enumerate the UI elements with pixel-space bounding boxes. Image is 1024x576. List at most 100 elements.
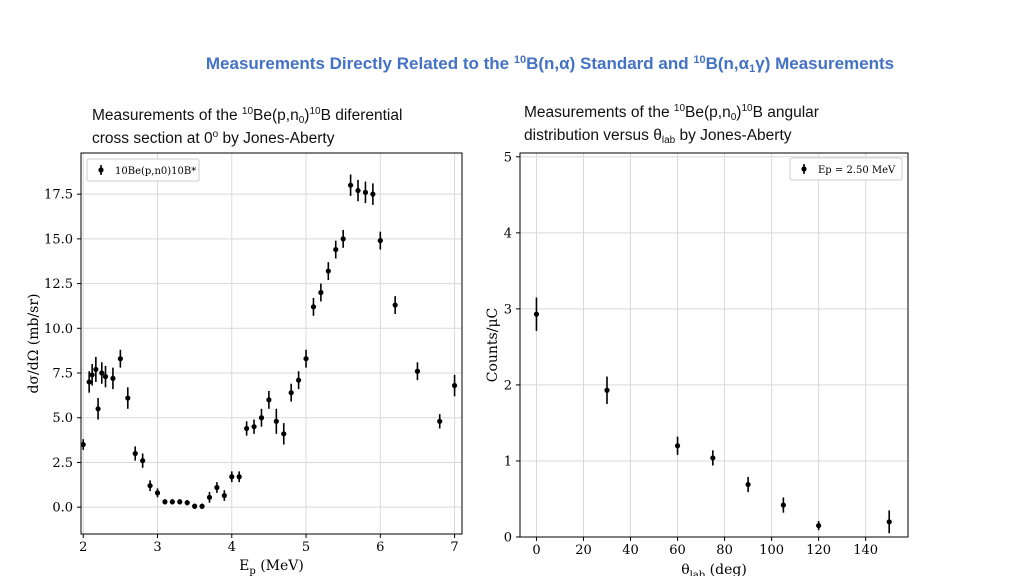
x-tick-label: 140	[853, 543, 878, 558]
legend-box	[86, 158, 200, 182]
legend-box	[789, 157, 903, 181]
y-tick-label: 15.0	[44, 232, 73, 247]
data-point	[184, 500, 190, 506]
data-point	[229, 474, 235, 480]
data-point	[303, 356, 309, 362]
data-point	[214, 484, 220, 491]
data-point	[377, 238, 383, 244]
data-point	[325, 268, 331, 274]
y-tick-label: 2.5	[52, 456, 73, 471]
data-point	[288, 390, 294, 396]
caption-left: Measurements of the 10Be(p,n0)10B difere…	[92, 106, 403, 148]
data-point	[310, 304, 317, 310]
x-tick-label: 4	[228, 540, 236, 555]
caption-right: Measurements of the 10Be(p,n0)10B angula…	[524, 103, 819, 146]
chart-2: 0 20 40 60 80 100 120 140 0 1 2 3 4 5 Ep = 2.50 MeV Cou…	[485, 150, 909, 558]
data-point	[347, 182, 354, 188]
data-point	[110, 375, 116, 381]
x-tick-label: 120	[806, 543, 831, 558]
slide-title: Measurements Directly Related to the 10B…	[205, 54, 895, 75]
x-tick-label: 20	[575, 543, 592, 558]
x-tick-label: 5	[302, 540, 310, 555]
legend-label: 10Be(p,n0)10B*	[115, 166, 196, 177]
legend-marker	[801, 166, 807, 172]
data-point	[258, 415, 265, 421]
plot-frame	[80, 152, 463, 535]
data-point	[93, 366, 99, 373]
chart-1: 2 3 4 5 6 7 0.0 2.5 5.0 7.5 10.0 12.5 15.0 17.5 10Be(p…	[26, 152, 463, 555]
data-point	[886, 519, 892, 525]
legend-label: Ep = 2.50 MeV	[818, 165, 896, 176]
data-point	[362, 189, 369, 195]
x-tick-label: 6	[376, 540, 384, 555]
data-point	[86, 379, 92, 385]
data-point	[192, 503, 198, 509]
data-point	[132, 450, 138, 457]
data-point	[169, 499, 175, 505]
data-point	[414, 368, 421, 374]
data-point	[140, 458, 146, 464]
y-tick-label: 1	[504, 454, 512, 469]
y-tick-label: 12.5	[44, 277, 73, 292]
data-point	[177, 499, 183, 505]
legend-marker	[98, 167, 104, 173]
y-tick-label: 2	[504, 378, 512, 393]
y-axis-label: Counts/μC	[485, 308, 501, 383]
data-point	[251, 424, 257, 430]
data-point	[355, 187, 361, 194]
y-tick-label: 0.0	[52, 501, 73, 516]
data-point	[533, 311, 540, 317]
x-tick-label: 40	[622, 543, 639, 558]
y-tick-label: 5.0	[52, 411, 73, 426]
x-axis-label: θlab (deg)	[681, 562, 747, 576]
y-tick-label: 7.5	[52, 367, 73, 382]
data-point	[199, 503, 205, 509]
data-point	[102, 373, 109, 380]
data-point	[206, 494, 213, 500]
data-point	[89, 372, 95, 378]
plot-frame	[519, 152, 909, 538]
x-tick-label: 3	[153, 540, 161, 555]
x-tick-label: 100	[759, 543, 784, 558]
data-point	[154, 490, 161, 496]
y-tick-label: 0	[504, 531, 512, 546]
data-point	[236, 474, 242, 480]
data-point	[117, 356, 123, 362]
data-point	[125, 395, 131, 401]
data-point	[392, 302, 398, 308]
data-point	[437, 418, 443, 424]
data-point	[273, 418, 279, 424]
x-tick-label: 7	[450, 540, 458, 555]
data-point	[780, 502, 786, 508]
data-point	[95, 406, 101, 412]
x-tick-label: 0	[532, 543, 540, 558]
x-tick-label: 60	[669, 543, 686, 558]
x-tick-label: 2	[79, 540, 87, 555]
data-point	[99, 370, 105, 376]
x-tick-label: 80	[716, 543, 733, 558]
data-point	[318, 289, 324, 296]
data-point	[266, 397, 272, 403]
y-tick-label: 5	[504, 150, 512, 165]
data-point	[674, 443, 681, 449]
data-point	[281, 431, 287, 437]
data-point	[745, 481, 751, 488]
data-point	[451, 382, 458, 389]
y-tick-label: 10.0	[44, 322, 73, 337]
data-point	[333, 246, 339, 253]
data-point	[816, 522, 822, 529]
data-point	[244, 425, 250, 432]
y-tick-label: 4	[504, 226, 512, 241]
data-point	[80, 441, 86, 448]
data-point	[370, 191, 376, 197]
x-axis-label: Ep (MeV)	[239, 558, 304, 576]
data-point	[340, 236, 346, 242]
data-point	[162, 499, 168, 505]
y-axis-label: dσ/dΩ (mb/sr)	[26, 293, 42, 393]
y-tick-label: 17.5	[44, 188, 73, 203]
data-point	[710, 455, 716, 461]
y-tick-label: 3	[504, 302, 512, 317]
data-point	[604, 387, 610, 393]
data-point	[147, 483, 153, 489]
